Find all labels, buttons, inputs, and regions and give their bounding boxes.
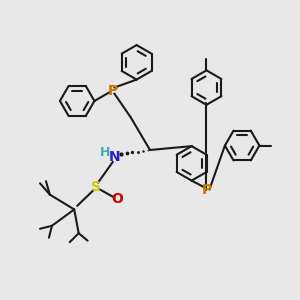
Text: P: P (108, 84, 118, 98)
Text: N: N (109, 150, 120, 164)
Text: H: H (100, 146, 110, 160)
Text: S: S (92, 180, 101, 194)
Text: P: P (201, 182, 212, 197)
Text: O: O (111, 192, 123, 206)
